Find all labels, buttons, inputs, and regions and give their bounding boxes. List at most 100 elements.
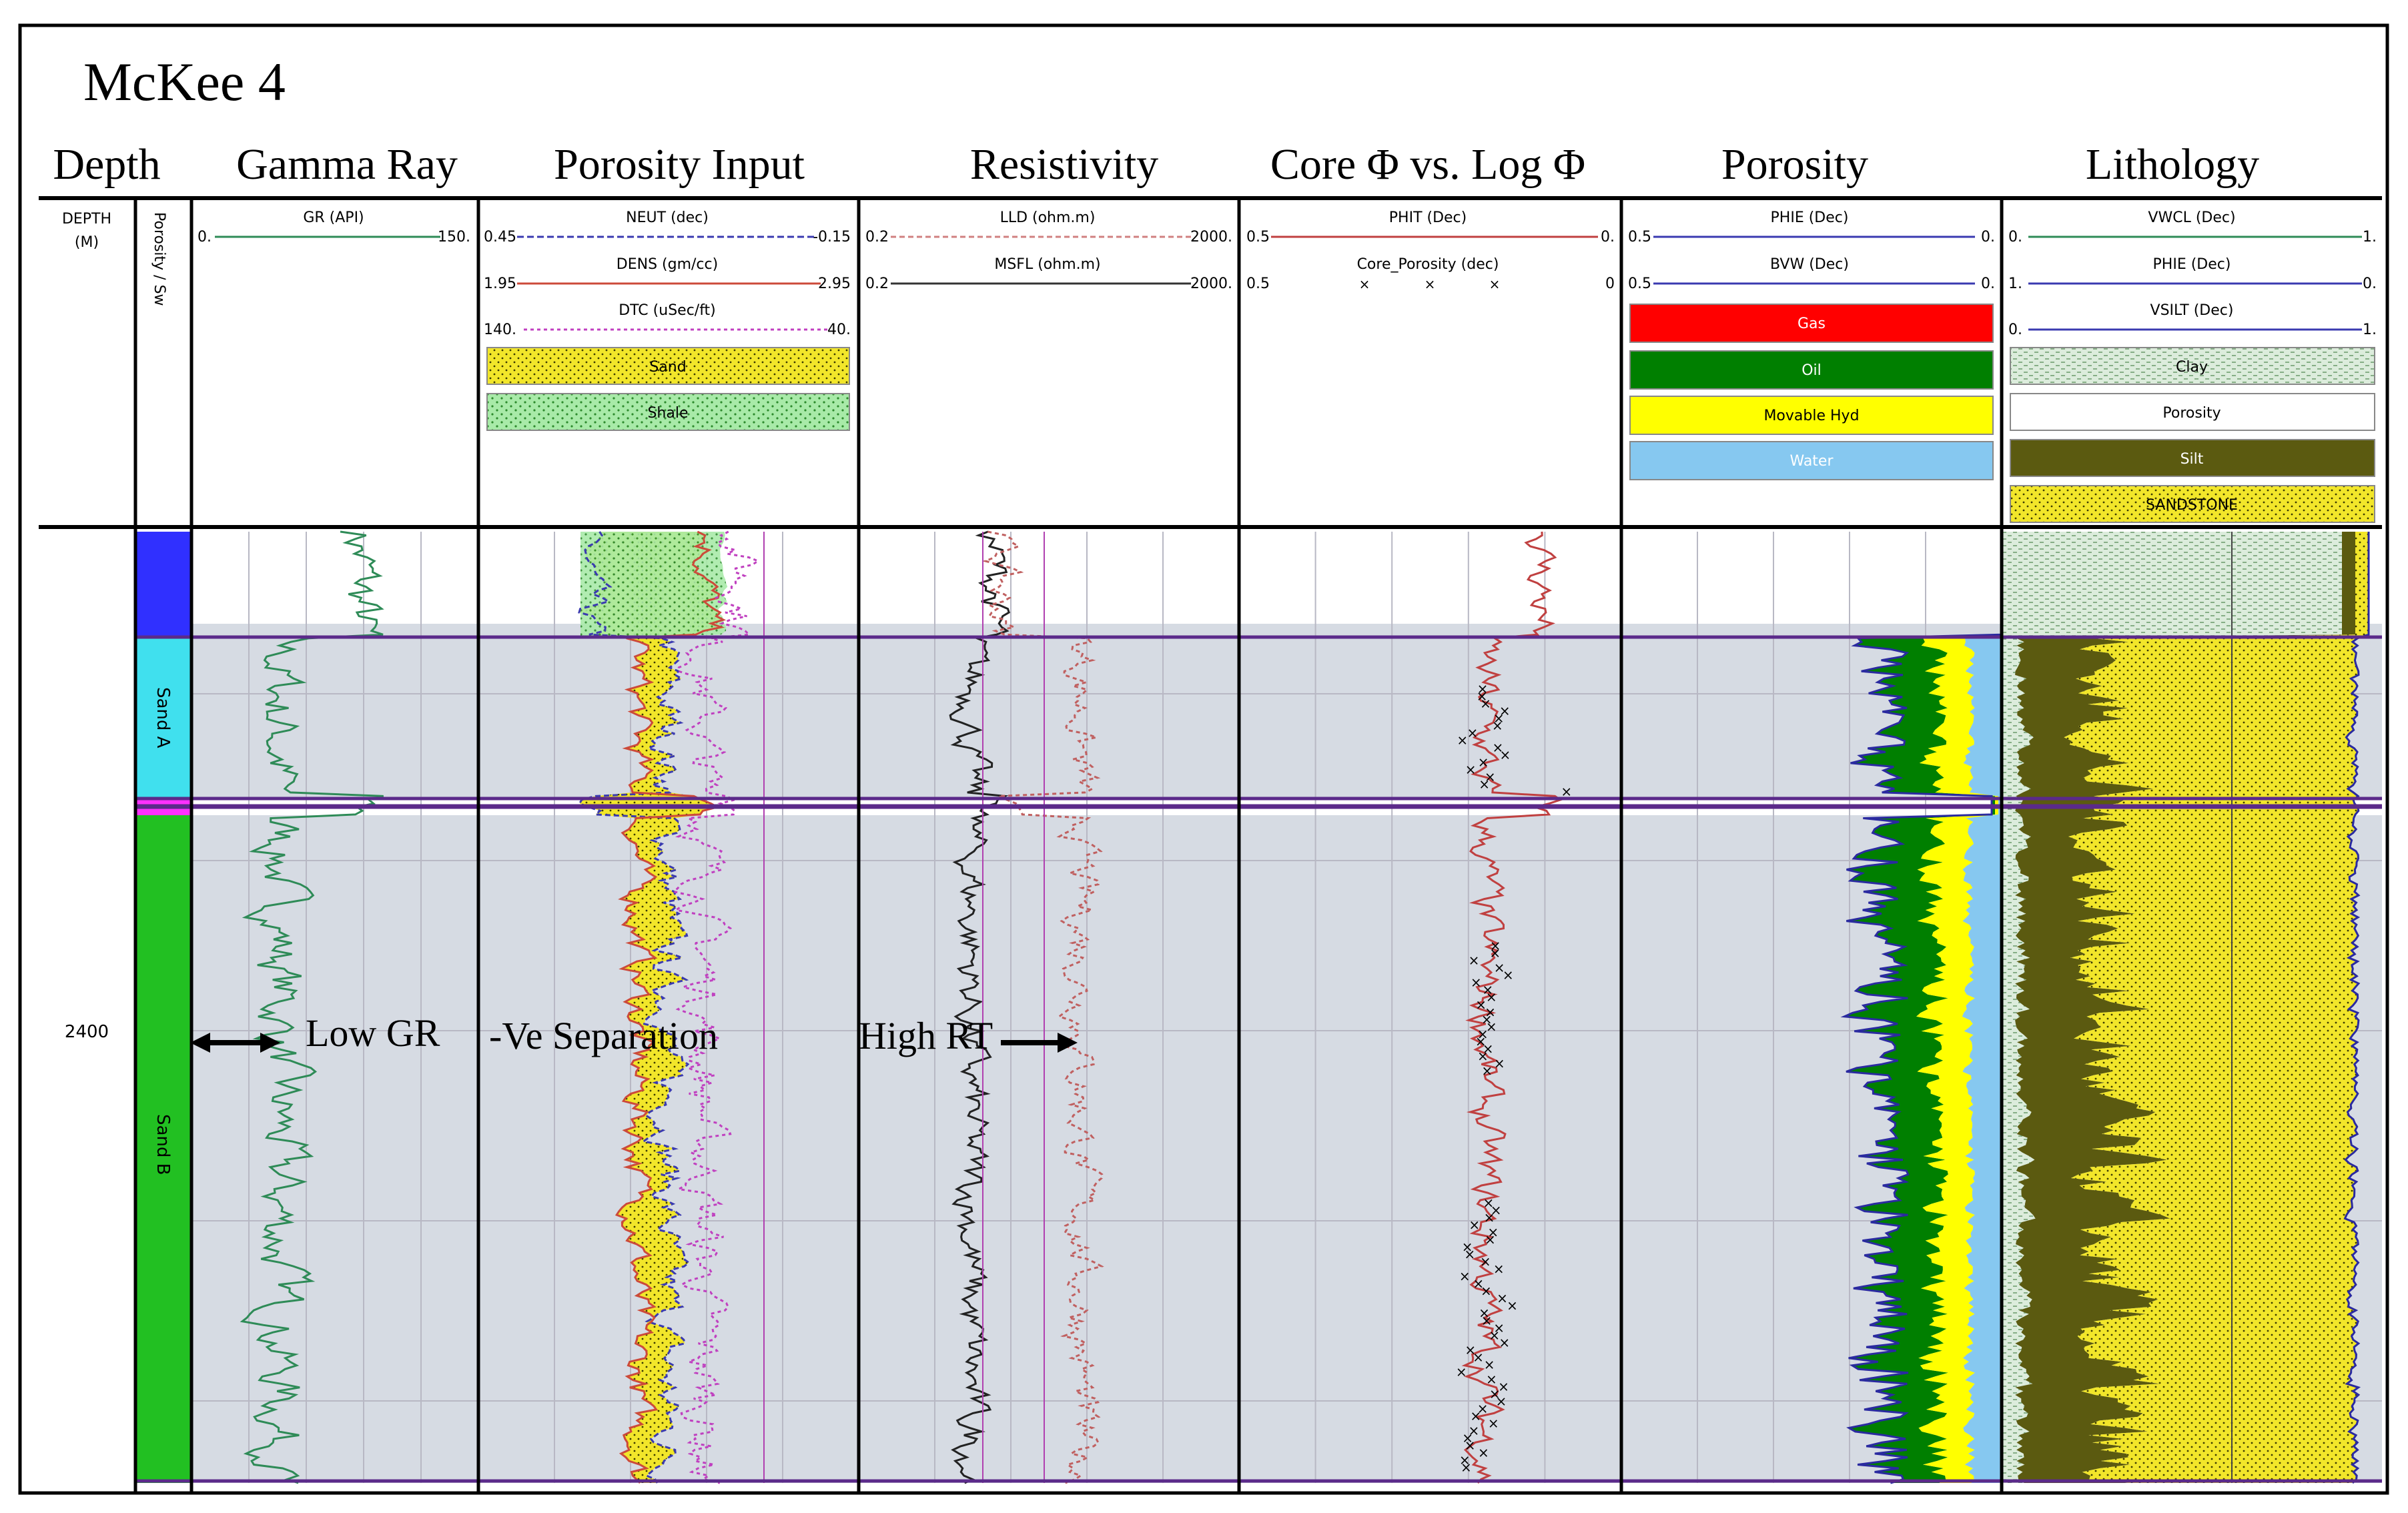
core-marker-sample: × bbox=[1359, 276, 1370, 292]
core-porosity-point: × bbox=[1561, 783, 1572, 799]
vsilt-header-right: 1. bbox=[2363, 322, 2377, 338]
core-porosity-point: × bbox=[1469, 1217, 1480, 1233]
core-porosity-point: × bbox=[1477, 688, 1488, 704]
msfl-header-left: 0.2 bbox=[865, 276, 889, 292]
core-porosity-point: × bbox=[1500, 746, 1511, 763]
core-porosity-point: × bbox=[1467, 724, 1479, 740]
core-porosity-point: × bbox=[1484, 1356, 1495, 1372]
legend-silt-label: Silt bbox=[2180, 451, 2204, 468]
msfl-header-right: 2000. bbox=[1190, 276, 1232, 292]
core-porosity-point: × bbox=[1488, 1415, 1499, 1431]
core-porosity-point: × bbox=[1478, 1445, 1489, 1461]
core-porosity-point: × bbox=[1486, 1019, 1497, 1035]
core-porosity-point: × bbox=[1481, 1011, 1493, 1027]
core-porosity-point: × bbox=[1485, 769, 1496, 785]
legend-movable-hyd-label: Movable Hyd bbox=[1763, 408, 1859, 424]
vwcl-header-name: VWCL (Dec) bbox=[2148, 209, 2235, 226]
core-porosity-point: × bbox=[1489, 945, 1501, 961]
gr-header-name: GR (API) bbox=[303, 209, 364, 226]
lithology-sandstone-fill bbox=[2064, 532, 2369, 1483]
dtc-header-right: 40. bbox=[827, 322, 851, 338]
core-porosity-point: × bbox=[1459, 1268, 1471, 1284]
bvw-header-right: 0. bbox=[1981, 276, 1995, 292]
phie-header-name: PHIE (Dec) bbox=[1771, 209, 1849, 226]
core-porosity-point: × bbox=[1480, 695, 1491, 711]
core-porosity-point: × bbox=[1465, 1342, 1476, 1358]
legend-oil-label: Oil bbox=[1801, 362, 1822, 379]
legend-oil bbox=[1629, 350, 1994, 390]
legend-sand-label: Sand bbox=[649, 359, 686, 376]
legend-clay bbox=[2010, 347, 2375, 385]
vwcl-header-left: 0. bbox=[2008, 229, 2022, 245]
lld-header-name: LLD (ohm.m) bbox=[1000, 209, 1096, 226]
phit-header-left: 0.5 bbox=[1246, 229, 1270, 245]
neut-header-right: -0.15 bbox=[813, 229, 851, 245]
lld-header-right: 2000. bbox=[1190, 229, 1232, 245]
legend-movable-hyd bbox=[1629, 396, 1994, 435]
core-porosity-point: × bbox=[1493, 739, 1504, 755]
phie-header-left: 0.5 bbox=[1628, 229, 1651, 245]
vsilt-header-left: 0. bbox=[2008, 322, 2022, 338]
legend-shale bbox=[486, 393, 850, 431]
lld-header-left: 0.2 bbox=[865, 229, 889, 245]
phie-header-right: 0. bbox=[1981, 229, 1995, 245]
core-porosity-point: × bbox=[1478, 754, 1489, 770]
vsilt-header-name: VSILT (Dec) bbox=[2150, 302, 2234, 319]
phie-curve bbox=[1840, 532, 2003, 1484]
core-porosity-point: × bbox=[1489, 1386, 1501, 1402]
phie2-header-right: 0. bbox=[2363, 276, 2377, 292]
core-porosity-point: × bbox=[1462, 1239, 1473, 1255]
lithology-silt-fill bbox=[2015, 532, 2355, 1483]
core-porosity-point: × bbox=[1493, 1320, 1505, 1336]
track-title-resistivity: Resistivity bbox=[970, 140, 1158, 189]
core-porosity-point: × bbox=[1462, 1430, 1473, 1446]
core-porosity-point: × bbox=[1459, 1452, 1471, 1468]
core-header-left: 0.5 bbox=[1246, 276, 1270, 292]
well-title: McKee 4 bbox=[83, 51, 286, 112]
dens-header-right: 2.95 bbox=[818, 276, 851, 292]
dens-header-name: DENS (gm/cc) bbox=[617, 256, 718, 273]
legend-gas-label: Gas bbox=[1797, 316, 1826, 332]
phie2-header-name: PHIE (Dec) bbox=[2153, 256, 2231, 273]
track-title-core-vs-log: Core Φ vs. Log Φ bbox=[1270, 140, 1585, 189]
core-porosity-point: × bbox=[1486, 1371, 1497, 1387]
annotation-high-rt: High RT bbox=[859, 1014, 993, 1057]
legend-water bbox=[1629, 441, 1994, 480]
core-porosity-point: × bbox=[1499, 702, 1511, 718]
neut-curve bbox=[578, 531, 691, 1484]
low-gr-arrow bbox=[190, 1033, 280, 1053]
svg-text:×: × bbox=[1489, 276, 1501, 292]
core-porosity-point: × bbox=[1457, 732, 1468, 748]
core-porosity-point: × bbox=[1477, 1048, 1489, 1064]
legend-silt bbox=[2010, 439, 2375, 477]
zone-sand-a-block bbox=[135, 637, 191, 799]
legend-sandstone bbox=[2010, 485, 2375, 523]
core-porosity-point: × bbox=[1480, 1253, 1491, 1270]
core-porosity-point: × bbox=[1464, 1246, 1475, 1262]
zone-track-label: Porosity / Sw bbox=[151, 212, 167, 306]
track-title-depth: Depth bbox=[53, 140, 160, 189]
gr-header-right: 150. bbox=[438, 229, 470, 245]
legend-clay-label: Clay bbox=[2176, 359, 2208, 376]
vwcl-header-right: 1. bbox=[2363, 229, 2377, 245]
core-porosity-point: × bbox=[1477, 680, 1489, 696]
track-title-gamma-ray: Gamma Ray bbox=[236, 140, 458, 189]
neut-header-name: NEUT (dec) bbox=[626, 209, 709, 226]
core-porosity-point: × bbox=[1475, 997, 1487, 1013]
legend-porosity-litho bbox=[2010, 393, 2375, 431]
core-header-name: Core_Porosity (dec) bbox=[1357, 256, 1499, 273]
legend-shale-label: Shale bbox=[647, 405, 688, 422]
core-porosity-point: × bbox=[1481, 1063, 1493, 1079]
core-porosity-point: × bbox=[1485, 1231, 1496, 1247]
legend-sandstone-label: SANDSTONE bbox=[2146, 497, 2238, 514]
core-porosity-point: × bbox=[1477, 1400, 1489, 1416]
neut-header-left: 0.45 bbox=[484, 229, 516, 245]
core-porosity-point: × bbox=[1483, 1041, 1494, 1057]
core-porosity-point: × bbox=[1485, 1004, 1496, 1020]
core-porosity-point: × bbox=[1473, 1349, 1484, 1365]
core-porosity-point: × bbox=[1482, 982, 1493, 998]
phit-header-name: PHIT (Dec) bbox=[1389, 209, 1467, 226]
legend-porosity-litho-label: Porosity bbox=[2162, 405, 2221, 422]
core-porosity-point: × bbox=[1503, 967, 1514, 983]
core-porosity-point: × bbox=[1481, 1283, 1492, 1299]
